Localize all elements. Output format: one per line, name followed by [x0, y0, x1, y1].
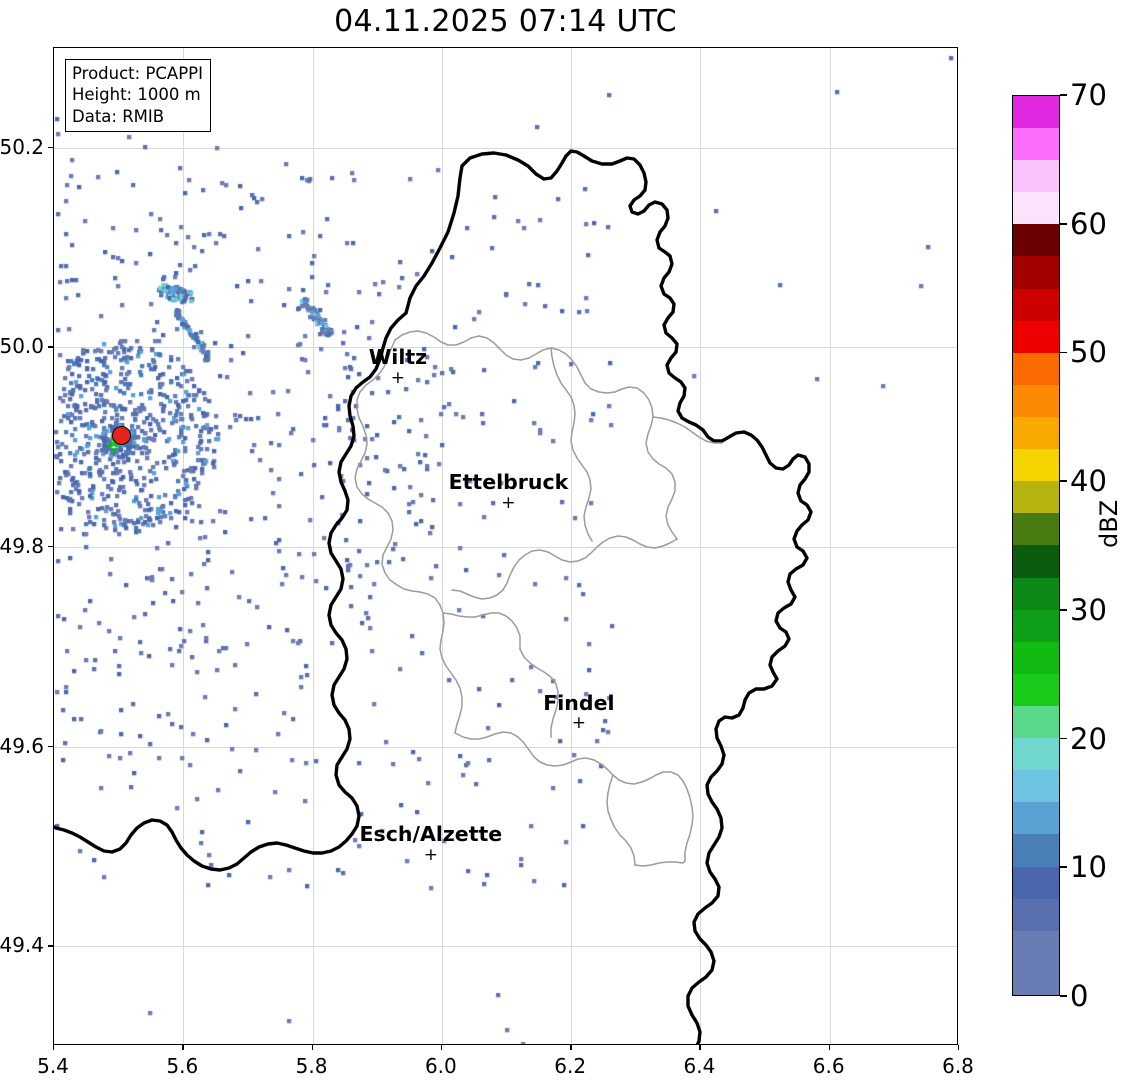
- colorbar-band-23: [1013, 224, 1059, 257]
- city-marker-plus-icon: +: [390, 367, 406, 388]
- colorbar-band-9: [1013, 673, 1059, 707]
- x-axis-tick-6: [828, 1045, 831, 1050]
- y-axis-tick-2: [48, 546, 53, 548]
- x-axis-tick-7: [958, 1045, 960, 1050]
- y-axis-label-1: 49.6: [0, 733, 44, 758]
- city-name-text: Ettelbruck: [448, 470, 569, 495]
- x-axis-tick-3: [440, 1045, 443, 1050]
- colorbar-tick-4: [1060, 480, 1067, 482]
- city-name-text: Esch/Alzette: [359, 822, 503, 847]
- colorbar-band-18: [1013, 384, 1059, 418]
- colorbar-band-26: [1013, 128, 1059, 161]
- city-name-text: Findel: [543, 690, 615, 715]
- colorbar[interactable]: [1012, 95, 1060, 996]
- colorbar-tick-label-0: 0: [1070, 979, 1089, 1013]
- x-axis-tick-5: [699, 1045, 701, 1050]
- colorbar-band-5: [1013, 802, 1059, 835]
- city-label-esch-alzette: Esch/Alzette +: [360, 824, 503, 864]
- colorbar-tick-label-5: 50: [1070, 335, 1107, 370]
- colorbar-band-8: [1013, 706, 1059, 739]
- x-axis-label-4: 6.2: [554, 1054, 587, 1078]
- y-axis-label-0: 49.4: [0, 933, 44, 958]
- colorbar-band-16: [1013, 449, 1059, 482]
- colorbar-tick-label-3: 30: [1070, 592, 1107, 627]
- radar-echo-layer: [54, 48, 957, 1044]
- colorbar-band-12: [1013, 577, 1059, 610]
- x-axis-tick-4: [570, 1045, 572, 1050]
- colorbar-band-14: [1013, 513, 1059, 546]
- colorbar-tick-label-1: 10: [1070, 850, 1107, 885]
- y-axis-label-2: 49.8: [0, 534, 44, 558]
- colorbar-tick-3: [1060, 609, 1067, 611]
- city-label-ettelbruck: Ettelbruck +: [449, 472, 569, 512]
- colorbar-band-7: [1013, 738, 1059, 771]
- y-axis-tick-4: [48, 146, 53, 149]
- x-axis-label-5: 6.4: [683, 1054, 716, 1078]
- city-marker-plus-icon: +: [501, 492, 516, 513]
- y-axis-label-4: 50.2: [0, 134, 44, 159]
- x-axis-label-0: 5.4: [37, 1054, 69, 1078]
- city-marker-plus-icon: +: [571, 713, 587, 734]
- info-height-line: Height: 1000 m: [72, 85, 201, 105]
- x-axis-label-3: 6.0: [424, 1054, 457, 1078]
- y-axis-tick-3: [48, 346, 53, 348]
- colorbar-tick-label-4: 40: [1070, 464, 1107, 499]
- map-plot-area[interactable]: Wiltz + Ettelbruck + Findel + Esch/Alzette + Pr…: [53, 47, 958, 1045]
- city-marker-plus-icon: +: [423, 844, 438, 865]
- colorbar-band-25: [1013, 160, 1059, 193]
- colorbar-band-19: [1013, 352, 1059, 385]
- info-product-line: Product: PCAPPI: [72, 64, 203, 83]
- colorbar-band-0: [1013, 962, 1059, 995]
- y-axis-tick-0: [48, 945, 53, 947]
- y-axis-label-3: 50.0: [0, 334, 44, 359]
- radar-site-marker[interactable]: [112, 425, 132, 445]
- colorbar-tick-label-6: 60: [1070, 206, 1107, 241]
- x-axis-label-1: 5.6: [166, 1054, 199, 1078]
- colorbar-tick-label-2: 20: [1070, 721, 1107, 756]
- colorbar-band-27: [1013, 95, 1059, 129]
- colorbar-band-6: [1013, 770, 1059, 803]
- city-name-text: Wiltz: [368, 345, 428, 370]
- x-axis-label-7: 6.8: [942, 1054, 974, 1078]
- colorbar-band-17: [1013, 417, 1059, 450]
- colorbar-tick-6: [1060, 222, 1067, 225]
- colorbar-band-1: [1013, 930, 1059, 963]
- colorbar-band-4: [1013, 834, 1059, 867]
- colorbar-tick-7: [1060, 94, 1067, 96]
- x-axis-tick-1: [182, 1045, 184, 1050]
- colorbar-band-13: [1013, 545, 1059, 578]
- colorbar-band-22: [1013, 256, 1059, 289]
- colorbar-band-15: [1013, 481, 1059, 514]
- y-axis-tick-1: [48, 745, 53, 747]
- figure-title: 04.11.2025 07:14 UTC: [334, 4, 677, 39]
- colorbar-band-3: [1013, 866, 1059, 899]
- colorbar-tick-2: [1060, 737, 1067, 740]
- colorbar-band-10: [1013, 641, 1059, 674]
- x-axis-label-2: 5.8: [295, 1054, 328, 1078]
- colorbar-band-2: [1013, 898, 1059, 931]
- colorbar-tick-5: [1060, 351, 1067, 354]
- colorbar-band-20: [1013, 320, 1059, 353]
- city-label-findel: Findel +: [543, 693, 614, 733]
- city-label-wiltz: Wiltz +: [369, 347, 427, 387]
- product-info-box: Product: PCAPPI Height: 1000 m Data: RMI…: [65, 59, 211, 132]
- info-data-line: Data: RMIB: [72, 106, 165, 126]
- colorbar-tick-1: [1060, 866, 1067, 869]
- colorbar-band-21: [1013, 288, 1059, 321]
- colorbar-band-11: [1013, 609, 1059, 642]
- colorbar-title: dBZ: [1095, 499, 1123, 548]
- colorbar-tick-label-7: 70: [1070, 78, 1107, 112]
- x-axis-tick-0: [53, 1045, 55, 1050]
- x-axis-label-6: 6.6: [812, 1054, 845, 1078]
- colorbar-gradient: [1013, 95, 1059, 995]
- colorbar-tick-0: [1060, 995, 1067, 997]
- map-plot-inner: Wiltz + Ettelbruck + Findel + Esch/Alzette + Pr…: [54, 48, 957, 1044]
- colorbar-band-24: [1013, 192, 1059, 225]
- x-axis-tick-2: [311, 1045, 313, 1050]
